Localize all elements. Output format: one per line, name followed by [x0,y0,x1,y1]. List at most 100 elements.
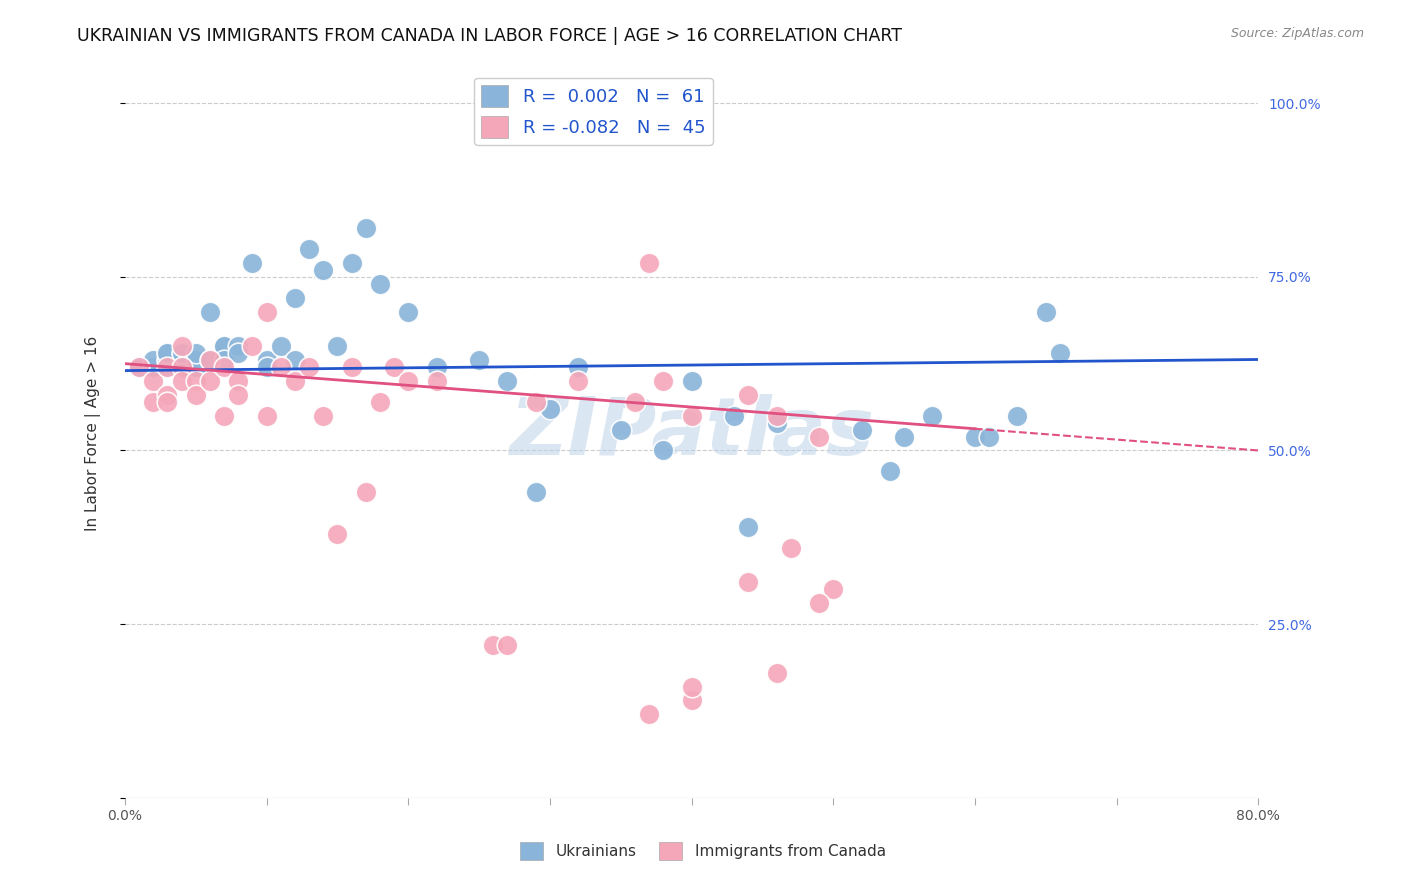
Point [226,339,249,353]
Point [524,485,547,500]
Point [823,582,845,597]
Point [156,353,179,368]
Point [496,374,519,388]
Legend: R =  0.002   N =  61, R = -0.082   N =  45: R = 0.002 N = 61, R = -0.082 N = 45 [474,78,713,145]
Point [142,360,165,375]
Point [681,374,703,388]
Point [142,374,165,388]
Point [284,353,307,368]
Point [979,429,1001,443]
Point [567,374,589,388]
Point [482,638,505,652]
Point [298,360,321,375]
Point [312,409,335,423]
Point [270,339,292,353]
Point [808,596,831,610]
Point [184,374,207,388]
Point [765,665,787,680]
Point [354,485,377,500]
Point [312,263,335,277]
Point [468,353,491,368]
Legend: Ukrainians, Immigrants from Canada: Ukrainians, Immigrants from Canada [515,836,891,866]
Point [156,346,179,360]
Point [737,388,759,402]
Point [156,353,179,368]
Point [170,360,193,375]
Point [170,353,193,368]
Point [212,339,235,353]
Point [610,423,633,437]
Point [256,304,278,318]
Point [170,360,193,375]
Point [142,360,165,375]
Point [779,541,801,555]
Point [142,353,165,368]
Point [170,339,193,353]
Point [396,304,419,318]
Point [156,388,179,402]
Point [198,374,221,388]
Point [624,395,647,409]
Point [737,520,759,534]
Point [184,353,207,368]
Point [284,291,307,305]
Point [368,395,391,409]
Point [426,374,449,388]
Point [652,96,675,111]
Point [326,339,349,353]
Point [142,395,165,409]
Text: ZIPatlas: ZIPatlas [509,394,875,472]
Point [212,339,235,353]
Point [326,526,349,541]
Point [368,277,391,291]
Point [170,374,193,388]
Point [226,388,249,402]
Point [242,256,264,270]
Point [284,374,307,388]
Point [340,256,363,270]
Point [921,409,943,423]
Point [765,409,787,423]
Point [426,360,449,375]
Point [879,464,901,478]
Point [808,429,831,443]
Point [184,360,207,375]
Point [524,395,547,409]
Point [198,304,221,318]
Point [496,638,519,652]
Point [212,353,235,368]
Point [652,443,675,458]
Point [156,395,179,409]
Point [382,360,405,375]
Point [256,353,278,368]
Point [652,374,675,388]
Point [638,256,661,270]
Point [723,409,745,423]
Point [765,416,787,430]
Point [170,346,193,360]
Y-axis label: In Labor Force | Age > 16: In Labor Force | Age > 16 [86,335,101,531]
Point [226,346,249,360]
Point [737,575,759,590]
Point [340,360,363,375]
Point [963,429,986,443]
Point [226,374,249,388]
Point [170,360,193,375]
Point [198,353,221,368]
Point [184,346,207,360]
Point [128,360,150,375]
Point [851,423,873,437]
Point [184,360,207,375]
Point [170,346,193,360]
Point [270,360,292,375]
Point [354,221,377,235]
Point [256,409,278,423]
Point [212,409,235,423]
Point [396,374,419,388]
Point [567,360,589,375]
Point [1049,346,1071,360]
Point [638,707,661,722]
Point [1035,304,1057,318]
Point [156,346,179,360]
Point [298,242,321,256]
